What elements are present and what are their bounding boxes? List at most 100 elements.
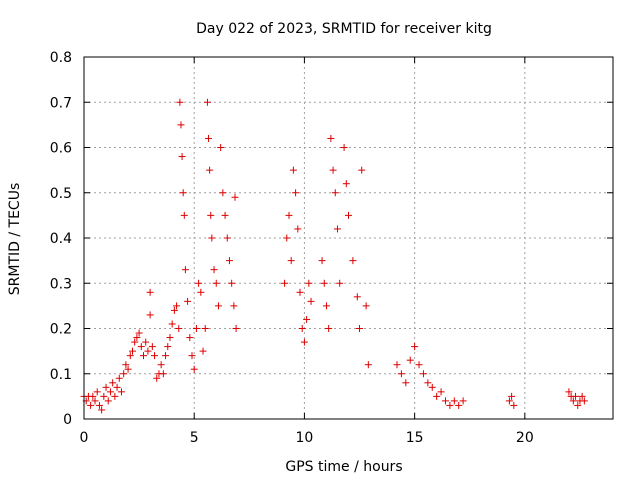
data-point xyxy=(199,347,207,355)
data-point xyxy=(148,343,156,351)
grid xyxy=(84,57,613,419)
data-point xyxy=(219,189,227,197)
data-point xyxy=(87,401,95,409)
data-point xyxy=(89,392,97,400)
data-point xyxy=(184,297,192,305)
data-point xyxy=(358,166,366,174)
data-point xyxy=(340,144,348,151)
data-point xyxy=(131,338,139,346)
data-point xyxy=(98,406,106,414)
data-point xyxy=(207,211,215,219)
data-point xyxy=(104,397,112,405)
data-point xyxy=(168,320,176,328)
data-point xyxy=(572,392,580,400)
data-point xyxy=(217,144,225,151)
data-point xyxy=(318,257,326,265)
data-point xyxy=(137,343,145,351)
data-point xyxy=(144,347,152,355)
data-point xyxy=(128,347,136,355)
data-point xyxy=(322,302,330,310)
data-point xyxy=(415,361,423,369)
data-point xyxy=(210,266,218,274)
data-point xyxy=(296,288,304,296)
x-tick-label: 15 xyxy=(406,430,424,446)
data-point xyxy=(393,361,401,369)
data-point xyxy=(441,397,449,405)
data-point xyxy=(459,397,467,405)
data-point xyxy=(285,211,293,219)
data-point xyxy=(146,288,154,296)
data-point xyxy=(173,302,181,310)
data-point xyxy=(175,325,183,332)
x-tick-label: 5 xyxy=(190,430,199,446)
data-point xyxy=(178,153,186,161)
data-point xyxy=(95,401,103,409)
data-point xyxy=(428,383,436,391)
data-point xyxy=(578,392,586,400)
data-point xyxy=(362,302,370,310)
y-tick-label: 0 xyxy=(63,412,72,428)
data-point xyxy=(580,397,588,405)
data-point xyxy=(349,257,357,265)
data-point xyxy=(195,279,203,287)
data-point xyxy=(212,279,220,287)
data-point xyxy=(186,334,194,342)
y-tick-label: 0.1 xyxy=(50,367,72,383)
data-point xyxy=(569,397,577,405)
data-point xyxy=(424,379,432,387)
data-point xyxy=(353,293,361,301)
data-point xyxy=(100,392,108,400)
data-point xyxy=(214,302,222,310)
y-tick-label: 0.4 xyxy=(50,231,72,247)
y-tick-label: 0.8 xyxy=(50,50,72,66)
data-point xyxy=(300,338,308,346)
data-point xyxy=(303,315,311,323)
data-point xyxy=(113,383,121,391)
chart-title: Day 022 of 2023, SRMTID for receiver kit… xyxy=(196,21,492,37)
data-point xyxy=(228,279,236,287)
data-point xyxy=(117,388,125,396)
x-tick-label: 10 xyxy=(296,430,314,446)
data-point xyxy=(109,379,117,387)
y-tick-label: 0.2 xyxy=(50,322,72,338)
data-point xyxy=(292,189,300,197)
data-point xyxy=(565,388,573,396)
data-point xyxy=(170,306,178,314)
data-point xyxy=(433,392,441,400)
data-point xyxy=(225,257,233,265)
data-point xyxy=(281,279,289,287)
y-tick-label: 0.3 xyxy=(50,276,72,292)
data-point xyxy=(162,352,170,360)
data-point xyxy=(133,334,141,342)
data-point xyxy=(333,225,341,233)
data-point xyxy=(411,343,419,351)
data-point xyxy=(510,401,518,409)
data-point xyxy=(505,397,513,405)
data-point xyxy=(283,234,291,242)
data-point xyxy=(140,352,148,360)
data-point xyxy=(574,401,582,409)
data-point xyxy=(151,352,159,360)
data-point xyxy=(356,325,364,332)
data-point xyxy=(164,343,172,351)
data-point xyxy=(176,98,184,106)
data-point xyxy=(289,166,297,174)
data-point xyxy=(188,352,196,360)
data-point xyxy=(142,338,150,346)
data-point xyxy=(206,166,214,174)
data-point xyxy=(102,383,110,391)
data-point xyxy=(329,166,337,174)
data-point xyxy=(124,365,132,373)
data-point xyxy=(180,211,188,219)
data-point xyxy=(221,211,229,219)
data-point xyxy=(177,121,185,129)
data-point xyxy=(364,361,372,369)
y-tick-label: 0.5 xyxy=(50,186,72,202)
x-axis-label: GPS time / hours xyxy=(285,459,402,475)
data-point xyxy=(157,361,165,369)
data-point xyxy=(294,225,302,233)
data-point xyxy=(190,365,198,373)
data-point xyxy=(120,370,128,378)
data-point xyxy=(115,374,123,382)
